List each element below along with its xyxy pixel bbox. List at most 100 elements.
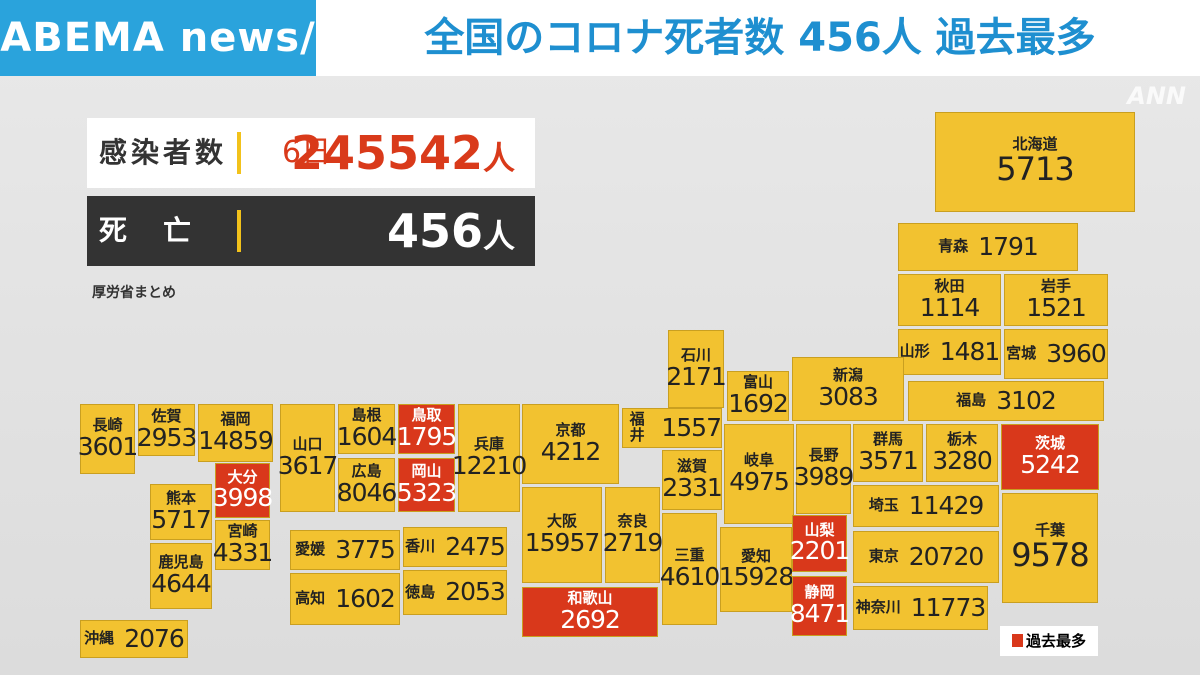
- prefecture-value: 3280: [932, 445, 993, 475]
- prefecture-name: 岩手: [1040, 277, 1071, 295]
- prefecture-value: 2719: [602, 527, 664, 557]
- prefecture-name: 佐賀: [151, 407, 182, 425]
- prefecture-name: 千葉: [1034, 521, 1065, 540]
- prefecture-tile: 埼玉 11429: [853, 485, 999, 527]
- prefecture-value: 11429: [908, 490, 985, 520]
- prefecture-tile: 山口 3617: [278, 404, 338, 512]
- prefecture-value: 3775: [335, 534, 396, 564]
- prefecture-value: 2953: [136, 422, 198, 452]
- prefecture-tile: 秋田 1114: [898, 274, 1001, 326]
- prefecture-value: 2171: [666, 361, 727, 391]
- prefecture-value: 20720: [908, 541, 985, 571]
- headline: 全国のコロナ死者数 456人 過去最多: [424, 15, 1096, 61]
- watermark: ANN: [1127, 82, 1186, 110]
- prefecture-tile: 千葉 9578: [1002, 493, 1098, 603]
- source: 厚労省まとめ: [92, 285, 176, 301]
- prefecture-value: 1692: [728, 388, 789, 418]
- prefecture-tile: 岐阜 4975: [724, 424, 794, 524]
- prefecture-value: 3571: [858, 445, 919, 475]
- legend-label: 過去最多: [1025, 632, 1086, 650]
- prefecture-name: 熊本: [165, 489, 196, 507]
- prefecture-tile: 兵庫 12210: [452, 404, 527, 512]
- prefecture-value: 1521: [1026, 292, 1087, 322]
- deaths-panel: 死 亡 456人: [87, 196, 535, 266]
- prefecture-tile: 長崎 3601: [77, 404, 139, 474]
- prefecture-name: 栃木: [946, 430, 977, 448]
- prefecture-name: 青森: [938, 237, 969, 256]
- prefecture-value: 5242: [1020, 449, 1081, 479]
- prefecture-name: 東京: [868, 547, 899, 566]
- panel-label: 死 亡: [99, 214, 196, 247]
- prefecture-tile: 和歌山 2692: [522, 587, 658, 637]
- prefecture-value: 1114: [919, 292, 981, 322]
- prefecture-name: 沖縄: [84, 629, 115, 648]
- prefecture-tile: 愛媛 3775: [290, 530, 400, 570]
- prefecture-name: 静岡: [804, 583, 835, 601]
- count-value: 245542: [290, 126, 483, 180]
- panel-label: 感染者数: [99, 136, 228, 169]
- prefecture-value: 1481: [939, 336, 1001, 366]
- prefecture-tile: 石川 2171: [666, 330, 727, 408]
- prefecture-value: 4212: [540, 436, 602, 466]
- prefecture-name: 新潟: [832, 366, 863, 384]
- unit: 人: [482, 139, 515, 177]
- prefecture-tile: 熊本 5717: [150, 484, 212, 540]
- prefecture-value: 15928: [718, 562, 795, 592]
- prefecture-tile: 宮崎 4331: [213, 520, 273, 570]
- prefecture-name: 岡山: [411, 462, 442, 480]
- prefecture-name: 山梨: [804, 520, 835, 539]
- prefecture-name: 石川: [680, 346, 711, 364]
- prefecture-value: 9578: [1011, 536, 1089, 575]
- prefecture-tile: 山形 1481: [898, 329, 1001, 375]
- prefecture-value: 2331: [662, 472, 723, 502]
- prefecture-value: 5323: [396, 477, 458, 507]
- prefecture-name: 鹿児島: [158, 553, 204, 571]
- prefecture-tile: 岡山 5323: [396, 458, 458, 512]
- prefecture-tile: 山梨 2201: [789, 515, 851, 572]
- prefecture-tile: 東京 20720: [853, 531, 999, 583]
- prefecture-tile: 京都 4212: [522, 404, 619, 484]
- prefecture-tile: 広島 8046: [336, 458, 398, 512]
- prefecture-tile: 滋賀 2331: [662, 450, 723, 510]
- prefecture-tile: 島根 1604: [336, 404, 398, 454]
- prefecture-value: 2475: [445, 531, 506, 561]
- prefecture-value: 1795: [396, 421, 458, 451]
- prefecture-tile: 高知 1602: [290, 573, 400, 625]
- prefecture-value: 3601: [77, 431, 139, 461]
- prefecture-value: 11773: [910, 592, 987, 622]
- count: 456人: [387, 196, 515, 271]
- prefecture-tile: 佐賀 2953: [136, 404, 198, 456]
- prefecture-name: 群馬: [872, 430, 903, 448]
- prefecture-tile: 岩手 1521: [1004, 274, 1108, 326]
- prefecture-name: 大阪: [546, 512, 577, 530]
- prefecture-value: 8046: [336, 477, 398, 507]
- prefecture-name: 愛知: [740, 546, 771, 565]
- prefecture-tile: 宮城 3960: [1004, 329, 1108, 379]
- count: 245542人: [291, 118, 515, 193]
- prefecture-name: 福岡: [220, 410, 251, 428]
- prefecture-tile: 鹿児島 4644: [150, 543, 212, 609]
- prefecture-name: 宮崎: [227, 522, 258, 540]
- prefecture-value: 15957: [524, 527, 601, 557]
- prefecture-tile: 大分 3998: [213, 463, 273, 518]
- prefecture-value: 2201: [789, 536, 851, 566]
- prefecture-value: 1604: [336, 421, 398, 451]
- prefecture-name: 徳島: [405, 582, 436, 601]
- prefecture-value: 5713: [996, 150, 1074, 189]
- prefecture-value: 4610: [659, 561, 721, 591]
- prefecture-tile: 福島 3102: [908, 381, 1104, 421]
- prefecture-value: 1602: [335, 583, 396, 613]
- prefecture-name: 長崎: [92, 416, 123, 434]
- prefecture-tile: 愛知 15928: [718, 527, 795, 612]
- prefecture-name: 岐阜: [743, 451, 774, 469]
- prefecture-name: 高知: [295, 589, 326, 608]
- prefecture-tile: 北海道 5713: [935, 112, 1135, 212]
- prefecture-tile: 福岡 14859: [198, 404, 274, 462]
- divider: [237, 132, 241, 174]
- prefecture-tile: 栃木 3280: [926, 424, 998, 482]
- prefecture-name: 神奈川: [855, 598, 901, 617]
- prefecture-value: 2692: [560, 604, 621, 634]
- prefecture-name: 秋田: [934, 277, 965, 295]
- prefecture-value: 3102: [996, 385, 1057, 415]
